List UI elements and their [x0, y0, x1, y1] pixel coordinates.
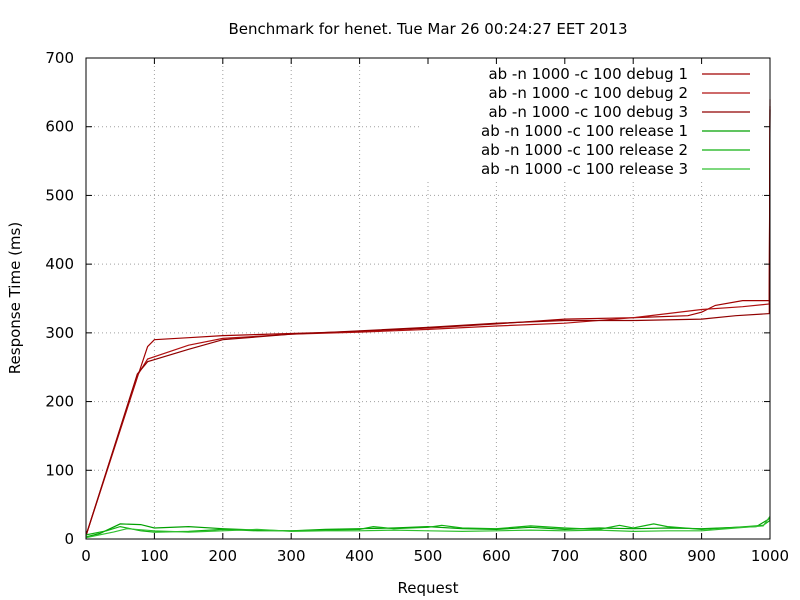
x-tick-label: 500: [414, 547, 443, 565]
y-tick-label: 0: [64, 530, 74, 548]
x-tick-label: 100: [140, 547, 169, 565]
legend-label-4: ab -n 1000 -c 100 release 1: [481, 122, 688, 140]
x-tick-label: 400: [345, 547, 374, 565]
y-tick-label: 600: [45, 118, 74, 136]
x-tick-label: 1000: [751, 547, 789, 565]
y-tick-label: 400: [45, 255, 74, 273]
legend: ab -n 1000 -c 100 debug 1ab -n 1000 -c 1…: [481, 65, 750, 178]
series-line-3: [85, 109, 771, 536]
x-axis-label: Request: [398, 579, 459, 597]
series-line-4: [85, 517, 771, 538]
legend-label-1: ab -n 1000 -c 100 debug 1: [488, 65, 688, 83]
series-line-1: [85, 99, 771, 536]
x-tick-label: 0: [81, 547, 91, 565]
series-line-2: [85, 106, 771, 536]
x-tick-label: 800: [619, 547, 648, 565]
legend-background: [420, 62, 765, 182]
y-tick-label: 200: [45, 393, 74, 411]
legend-label-3: ab -n 1000 -c 100 debug 3: [488, 103, 688, 121]
x-tick-label: 200: [208, 547, 237, 565]
y-axis-label: Response Time (ms): [6, 222, 24, 374]
x-tick-label: 700: [550, 547, 579, 565]
y-tick-label: 300: [45, 324, 74, 342]
axis-ticks: 0 100 200 300 400 500 600 700 800 900 1000 0 100 200 3…: [45, 49, 789, 565]
legend-label-5: ab -n 1000 -c 100 release 2: [481, 141, 688, 159]
x-tick-label: 300: [277, 547, 306, 565]
series-group: [85, 99, 771, 539]
x-tick-label: 600: [482, 547, 511, 565]
y-tick-label: 100: [45, 461, 74, 479]
legend-label-2: ab -n 1000 -c 100 debug 2: [488, 84, 688, 102]
y-tick-label: 700: [45, 49, 74, 67]
x-tick-label: 900: [687, 547, 716, 565]
chart-title: Benchmark for henet. Tue Mar 26 00:24:27…: [229, 20, 628, 38]
grid: [86, 58, 770, 539]
series-line-6: [85, 515, 771, 539]
legend-label-6: ab -n 1000 -c 100 release 3: [481, 160, 688, 178]
y-tick-label: 500: [45, 186, 74, 204]
